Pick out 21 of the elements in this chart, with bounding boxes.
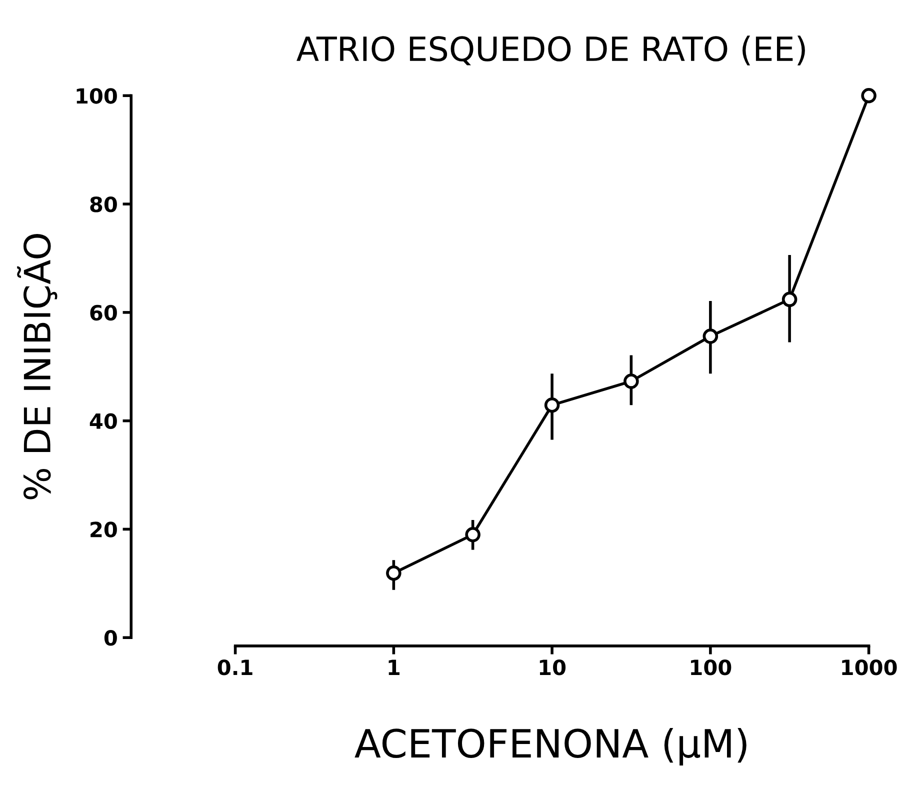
- point: [465, 526, 480, 542]
- x-tick-label: 10: [540, 659, 566, 676]
- x-tick-label: 1000: [842, 659, 897, 676]
- x-tick-label: 1: [388, 660, 400, 675]
- x-tick-label: 0.1: [218, 659, 252, 676]
- point: [702, 328, 718, 344]
- y-tick-label: 100: [76, 88, 117, 104]
- point: [861, 88, 876, 104]
- point: [544, 397, 560, 413]
- y-tick-label: 60: [90, 304, 117, 321]
- x-axis-title: ACETOFENONA (µM): [354, 728, 746, 766]
- x-tick-label: 100: [691, 659, 732, 676]
- point: [782, 292, 798, 308]
- y-tick-label: 20: [90, 522, 117, 538]
- y-axis-title: % DE INIBIÇÃO: [17, 234, 58, 500]
- y-tick-label: 40: [90, 413, 117, 430]
- point: [386, 565, 402, 581]
- y-tick-label: 0: [104, 630, 117, 646]
- point: [624, 374, 639, 389]
- chart-title: ATRIO ESQUEDO DE RATO (EE): [296, 36, 805, 66]
- y-tick-label: 80: [90, 196, 117, 212]
